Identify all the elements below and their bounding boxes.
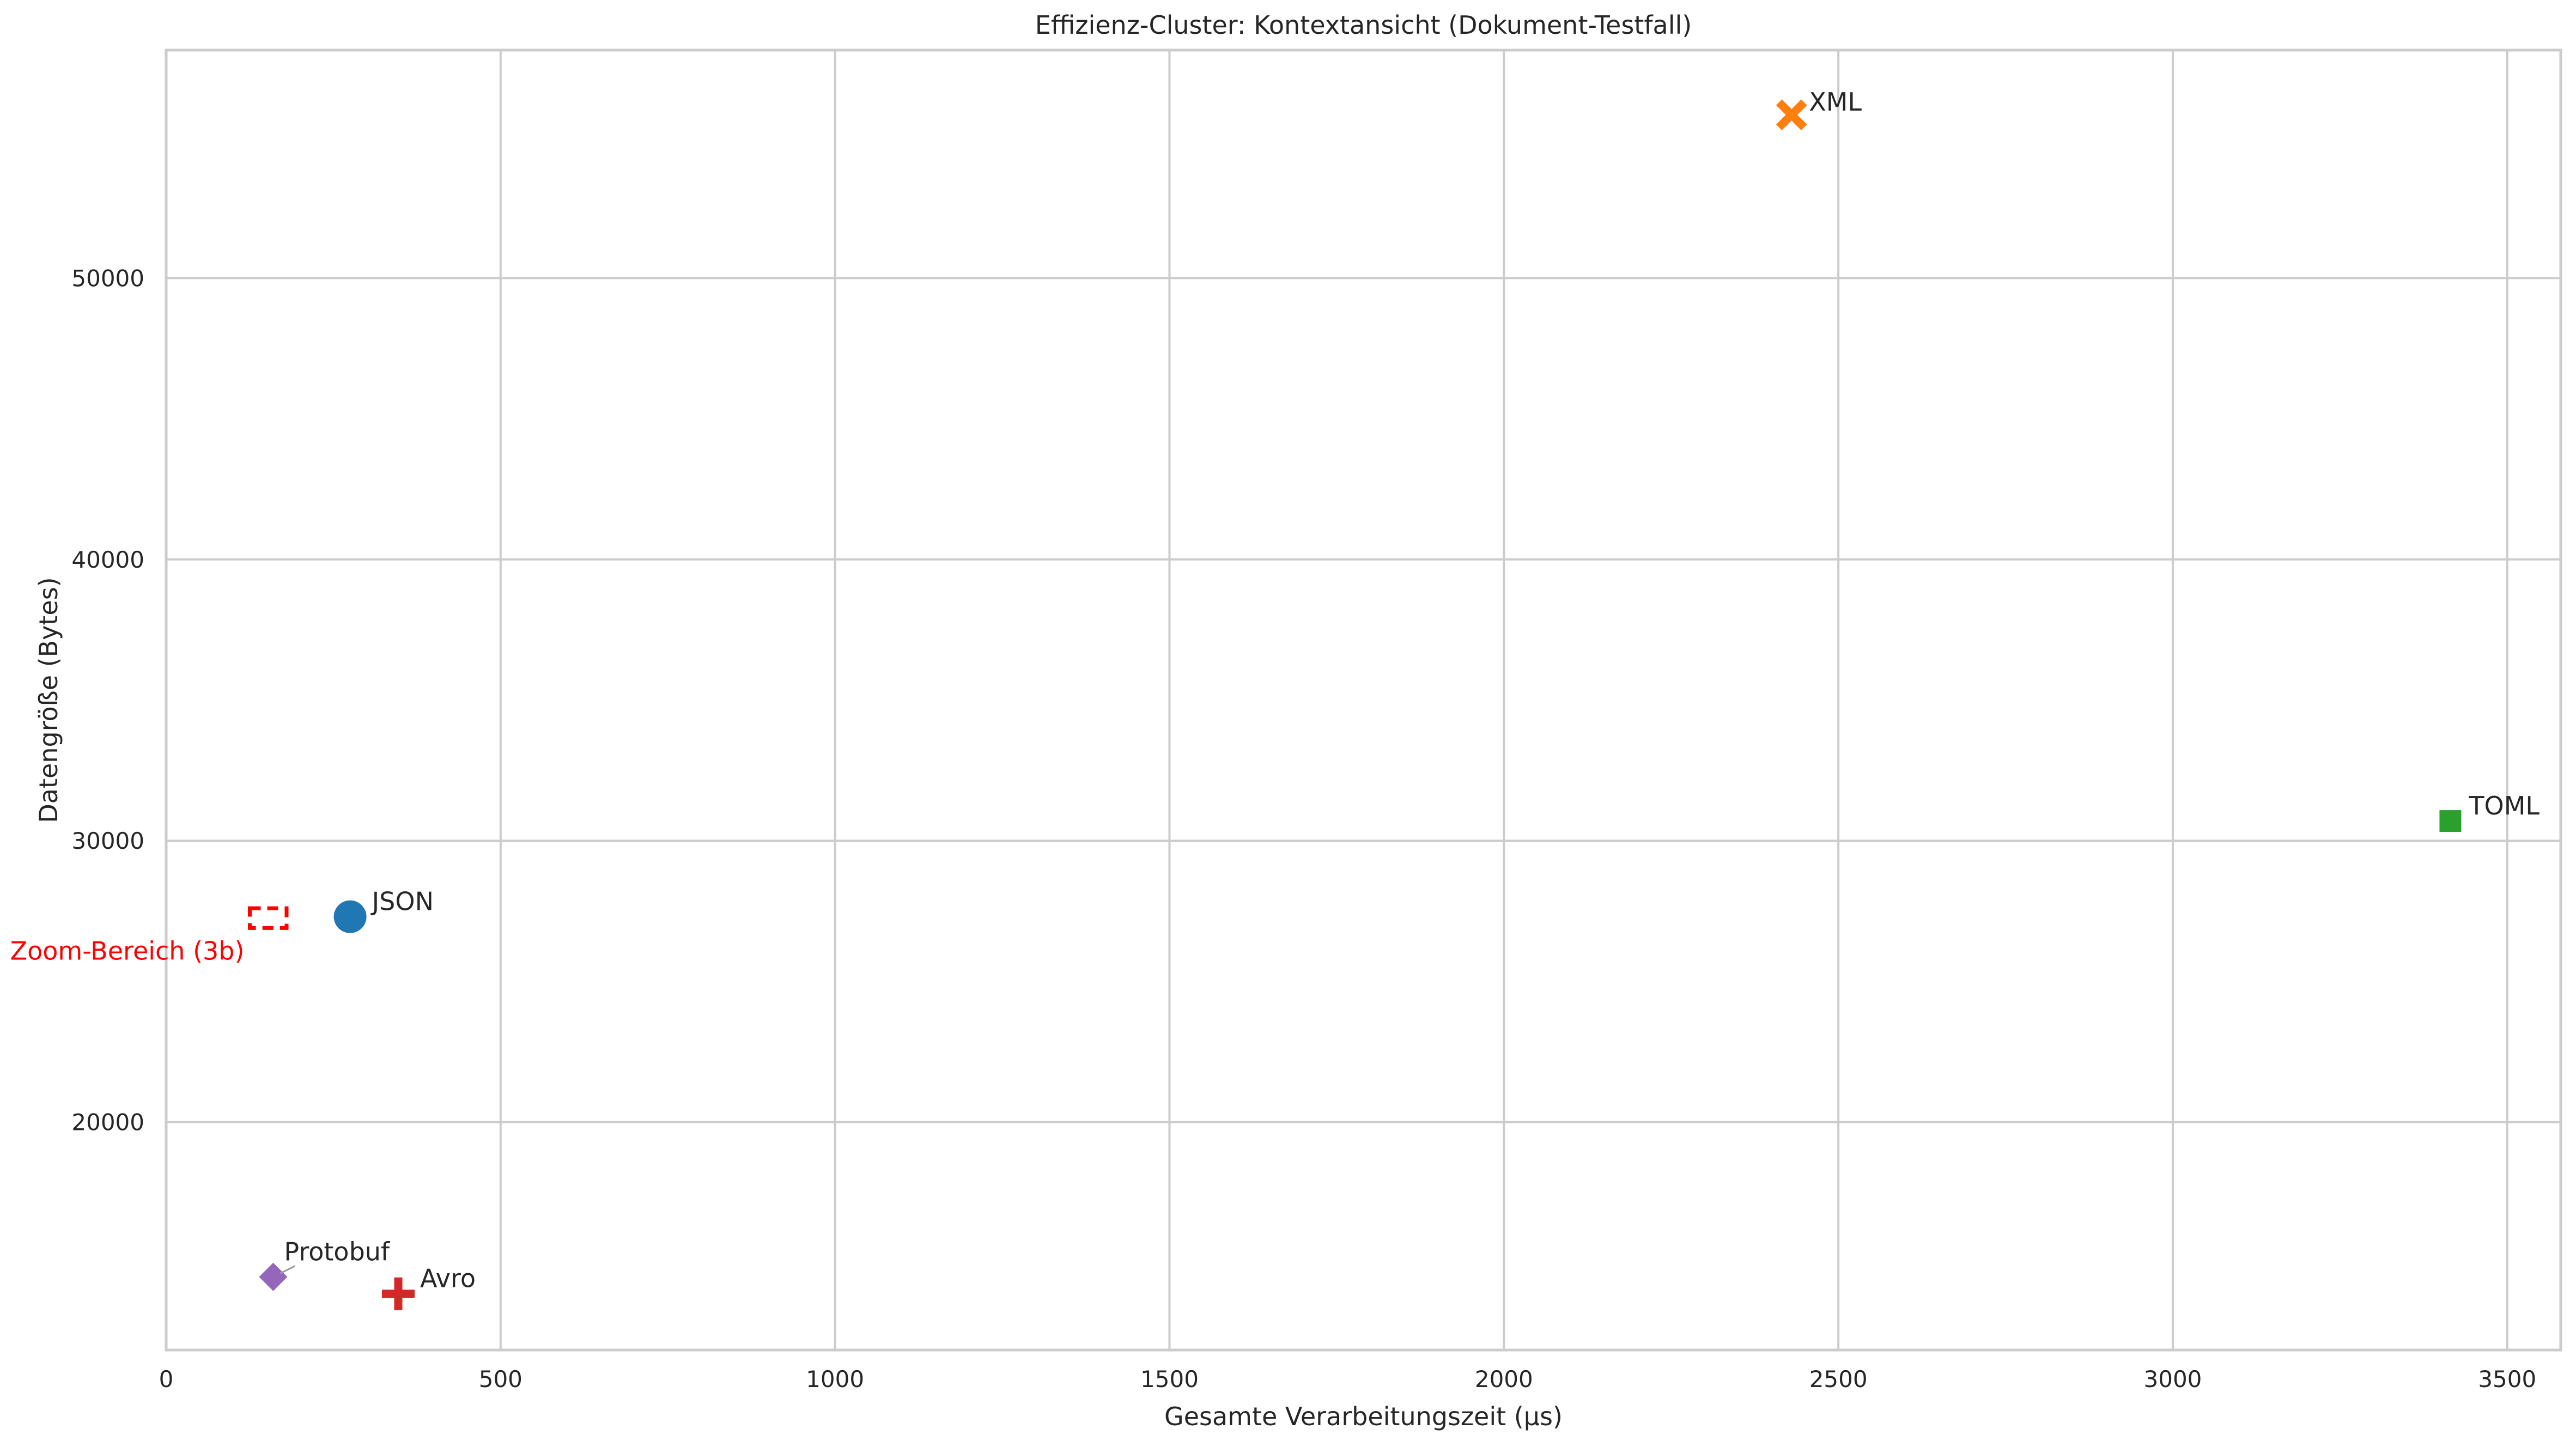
square-marker	[2439, 810, 2462, 832]
x-tick-label: 3500	[2478, 1366, 2536, 1393]
y-tick-label: 50000	[71, 265, 144, 291]
point-label: JSON	[370, 887, 434, 916]
plot-frame	[165, 48, 2562, 1352]
x-tick-label: 1000	[806, 1366, 864, 1393]
circle-marker	[333, 900, 367, 933]
x-tick-label: 3000	[2144, 1366, 2202, 1393]
data-point-toml: TOML	[2439, 791, 2539, 832]
point-label: XML	[1809, 87, 1862, 117]
plus-marker	[381, 1277, 415, 1310]
point-label: TOML	[2468, 791, 2539, 820]
grid	[165, 50, 2561, 1350]
x-tick-label: 2000	[1475, 1366, 1533, 1393]
x-tick-label: 0	[159, 1366, 174, 1393]
x-tick-label: 2500	[1809, 1366, 1868, 1393]
y-tick-label: 20000	[71, 1109, 144, 1136]
point-label: Avro	[420, 1264, 476, 1293]
x-axis-ticks: 0 500 1000 1500 2000 2500 3000 3500	[159, 1366, 2537, 1393]
chart-title: Effizienz-Cluster: Kontextansicht (Dokum…	[1035, 10, 1692, 40]
data-point-xml: XML	[1776, 87, 1862, 131]
zoom-region-box	[247, 906, 289, 930]
x-tick-label: 500	[479, 1366, 523, 1393]
y-axis-label: Datengröße (Bytes)	[34, 577, 63, 823]
data-point-avro: Avro	[381, 1264, 476, 1310]
y-axis-ticks: 20000 30000 40000 50000	[71, 265, 144, 1135]
data-point-json: JSON	[333, 887, 434, 933]
data-points: JSON XML TOML Avro Protobuf	[259, 87, 2539, 1310]
data-point-protobuf: Protobuf	[259, 1237, 391, 1291]
y-tick-label: 40000	[71, 546, 144, 573]
x-axis-label: Gesamte Verarbeitungszeit (µs)	[1164, 1402, 1563, 1431]
point-label: Protobuf	[284, 1237, 391, 1267]
x-tick-label: 1500	[1140, 1366, 1199, 1393]
x-marker	[1776, 99, 1807, 131]
label-leader-line	[279, 1265, 296, 1275]
zoom-region-label: Zoom-Bereich (3b)	[10, 936, 245, 965]
y-tick-label: 30000	[71, 828, 144, 854]
zoom-region: Zoom-Bereich (3b)	[10, 906, 289, 965]
diamond-marker	[259, 1262, 288, 1291]
